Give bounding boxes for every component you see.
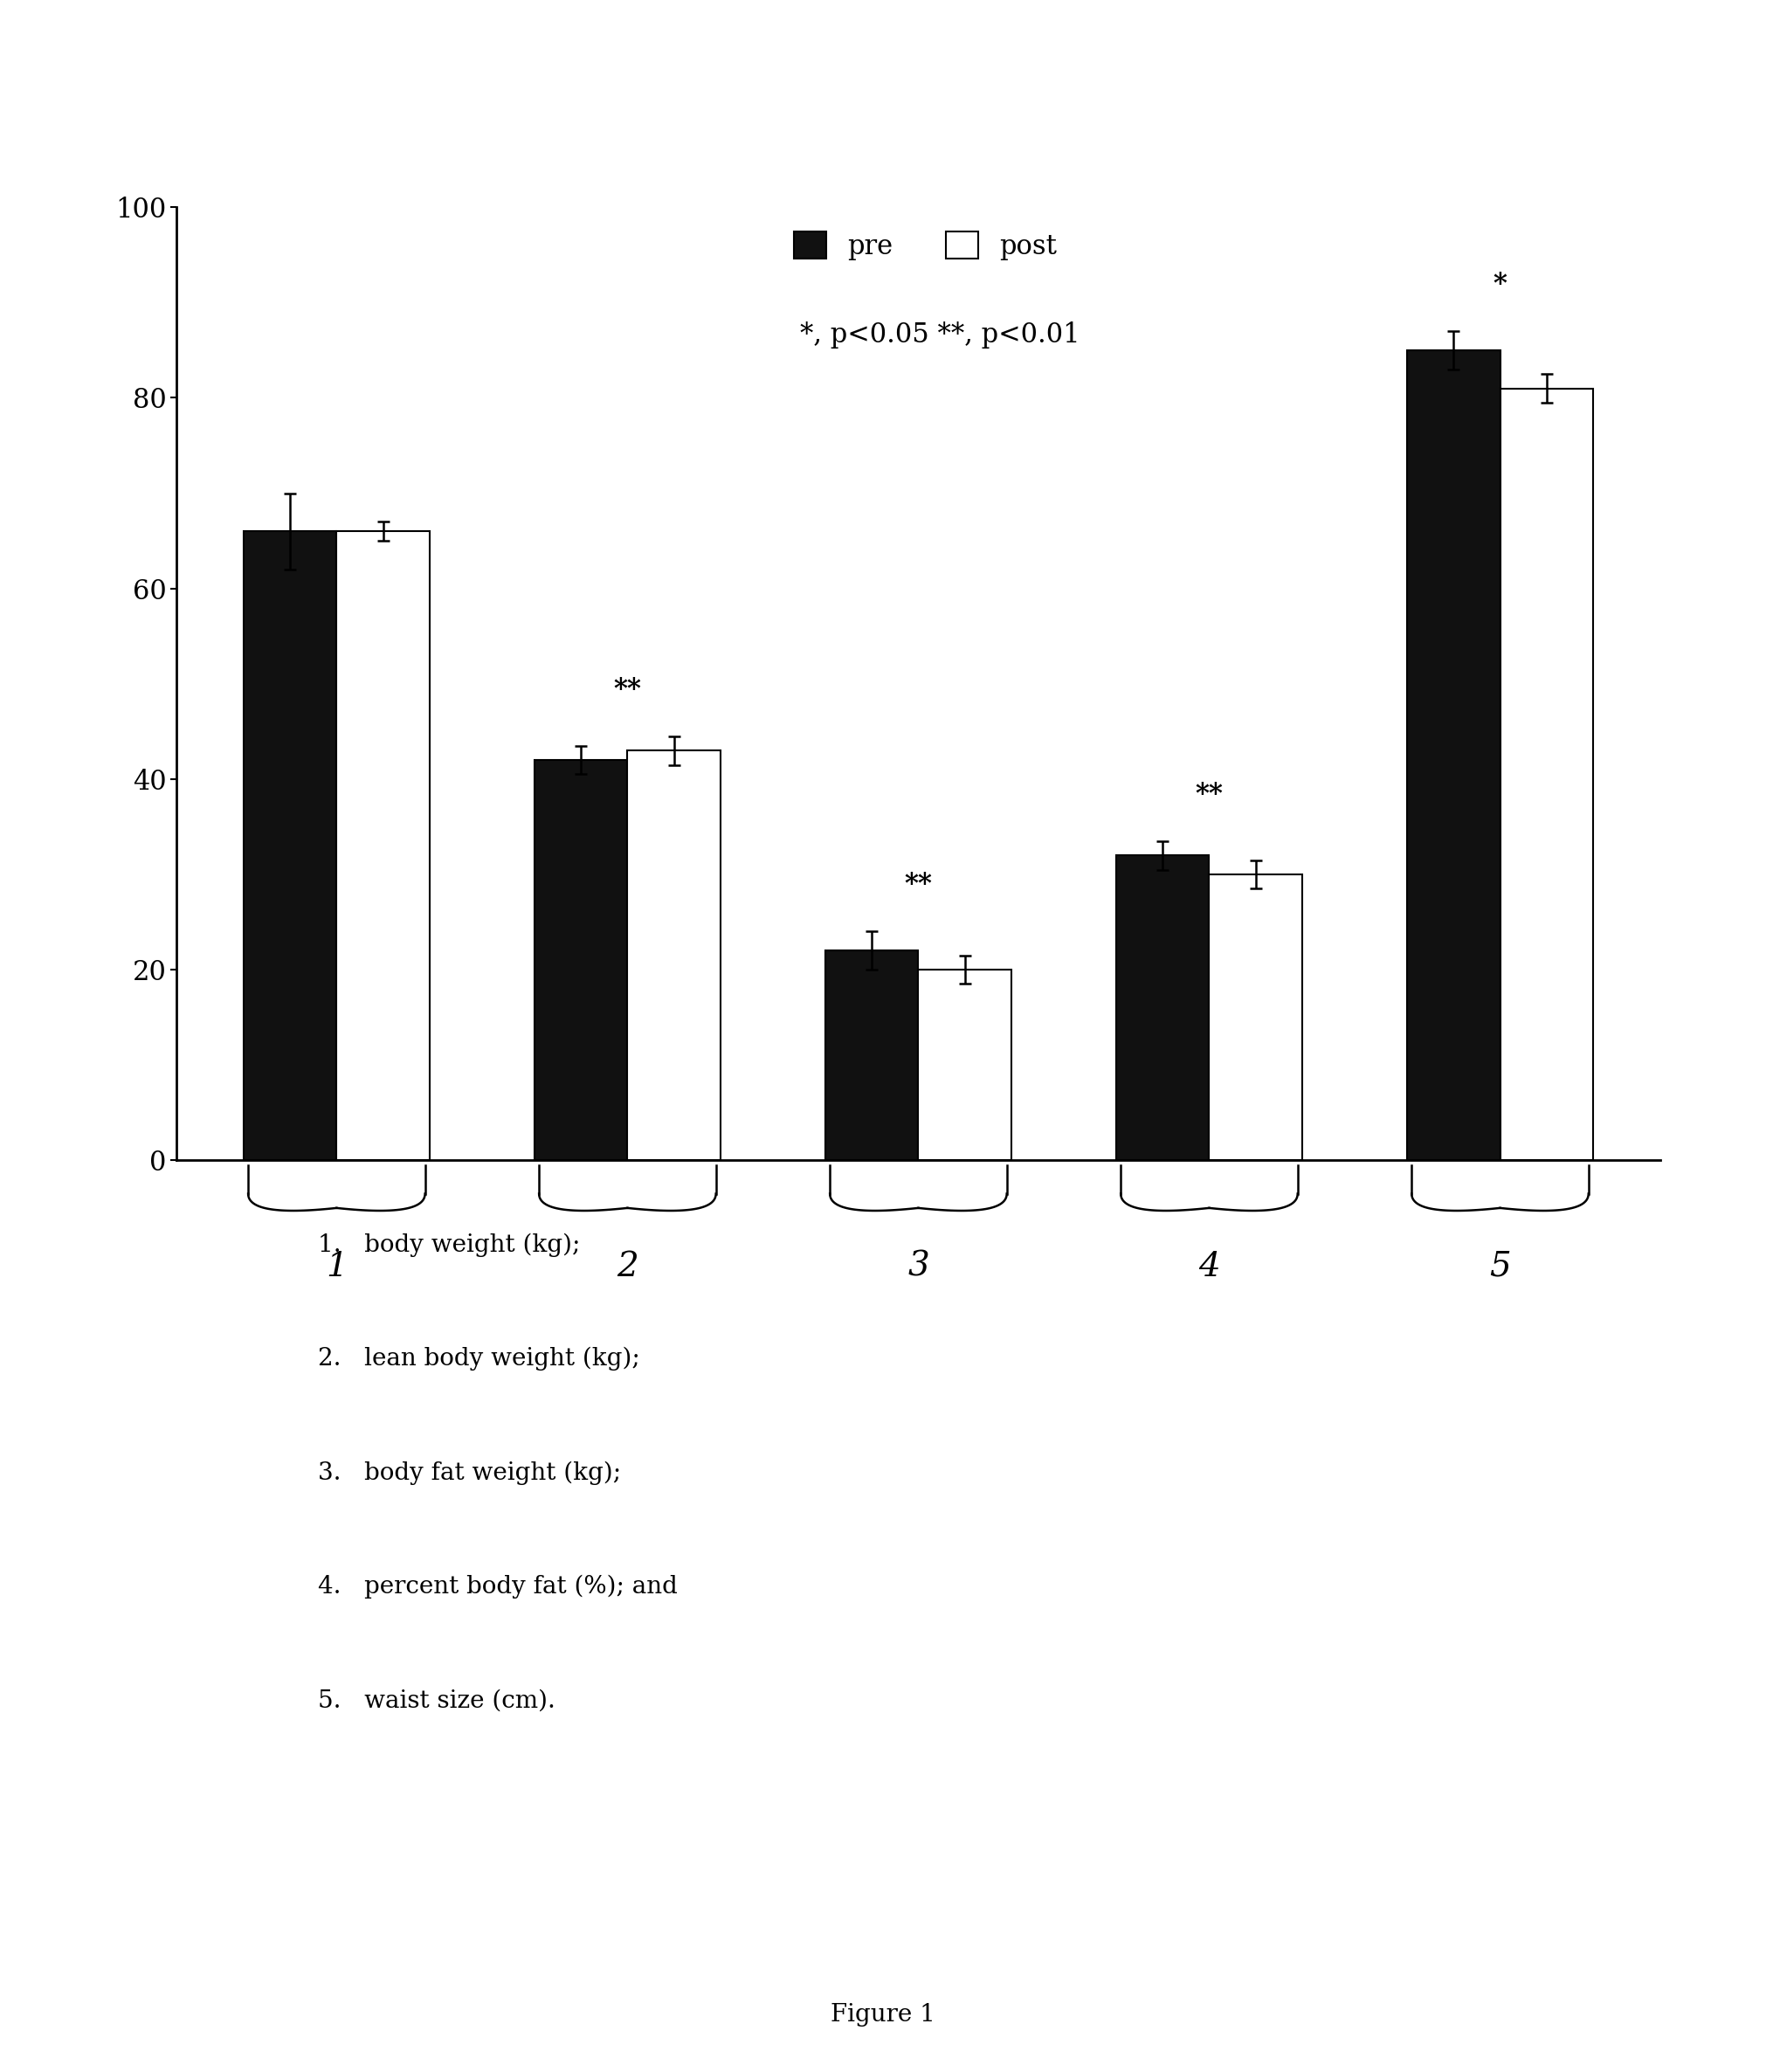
Bar <box>1210 874 1302 1160</box>
Bar <box>244 530 337 1160</box>
Text: 3: 3 <box>908 1251 929 1283</box>
Bar <box>1408 350 1499 1160</box>
Text: 1.   body weight (kg);: 1. body weight (kg); <box>318 1233 581 1258</box>
Text: **: ** <box>1196 781 1224 808</box>
Text: 2: 2 <box>616 1251 638 1283</box>
Text: Figure 1: Figure 1 <box>830 2004 936 2026</box>
Text: 5: 5 <box>1489 1251 1512 1283</box>
Text: 4: 4 <box>1199 1251 1220 1283</box>
Text: 2.   lean body weight (kg);: 2. lean body weight (kg); <box>318 1347 639 1372</box>
Bar <box>1499 387 1593 1160</box>
Text: 1: 1 <box>325 1251 348 1283</box>
Text: 3.   body fat weight (kg);: 3. body fat weight (kg); <box>318 1461 622 1486</box>
Text: *, p<0.05 **, p<0.01: *, p<0.05 **, p<0.01 <box>800 321 1079 348</box>
Legend: pre, post: pre, post <box>784 220 1068 271</box>
Bar <box>825 951 918 1160</box>
Text: 5.   waist size (cm).: 5. waist size (cm). <box>318 1689 555 1711</box>
Text: **: ** <box>613 675 641 702</box>
Bar <box>627 750 721 1160</box>
Bar <box>535 760 627 1160</box>
Text: 4.   percent body fat (%); and: 4. percent body fat (%); and <box>318 1575 678 1600</box>
Text: **: ** <box>904 870 932 899</box>
Text: *: * <box>1492 271 1506 298</box>
Bar <box>1116 856 1210 1160</box>
Bar <box>337 530 429 1160</box>
Bar <box>918 970 1012 1160</box>
